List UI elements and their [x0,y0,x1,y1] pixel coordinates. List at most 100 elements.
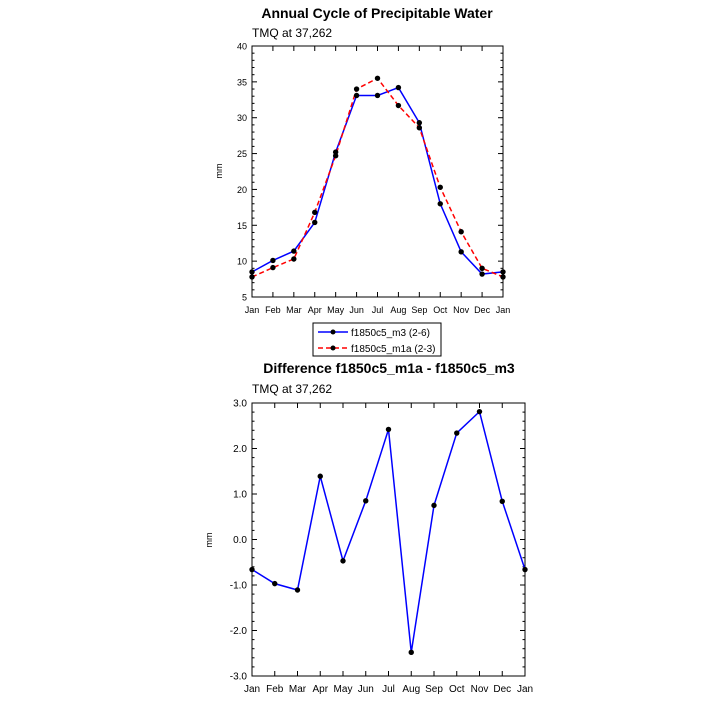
bottom-series-0-point [317,473,323,479]
top-series-1-point [353,86,360,92]
legend-marker-m3 [330,329,336,335]
top-y-tick-label: 20 [237,185,247,195]
bottom-y-tick-label: 3.0 [233,399,247,410]
top-series-1-point [416,125,423,131]
top-y-tick-label: 5 [242,293,247,303]
top-series-0-point [312,219,318,226]
bottom-y-tick-label: -1.0 [230,581,248,592]
top-x-tick-label: Apr [308,305,322,315]
bottom-x-tick-label: Dec [493,684,511,695]
bottom-series-0-point [385,426,392,433]
top-y-tick-label: 35 [237,77,247,87]
top-series-0-point [374,92,381,99]
bottom-x-tick-label: Sep [425,684,443,695]
top-series-0-point [270,257,276,264]
top-series-1-point [291,256,297,262]
top-series-0-point [479,271,485,277]
top-series-1-point [479,265,485,272]
top-x-tick-label: Mar [286,305,302,315]
bottom-y-tick-label: -2.0 [230,626,248,637]
bottom-x-tick-label: Jan [244,684,260,695]
bottom-series-0-point [431,502,437,509]
bottom-x-tick-label: Jul [382,684,395,695]
top-x-tick-label: Dec [474,305,491,315]
bottom-plot-frame [251,402,526,677]
top-x-tick-label: Jan [245,305,260,315]
top-series-line-0 [251,86,504,275]
legend: f1850c5_m3 (2-6) f1850c5_m1a (2-3) [312,322,442,357]
legend-label-m3: f1850c5_m3 (2-6) [351,328,430,339]
top-series-group [249,75,506,280]
bottom-chart-title: Difference f1850c5_m1a - f1850c5_m3 [263,360,515,376]
top-x-tick-label: Jul [372,305,384,315]
top-series-0-point [458,249,464,255]
top-y-tick-label: 15 [237,221,247,231]
legend-marker-m1a [330,345,336,351]
top-series-1-point [249,274,255,280]
top-x-tick-label: Jun [349,305,364,315]
bottom-x-tick-label: May [334,684,353,695]
top-axes: Jan Feb Mar Apr May Jun Jul Aug Sep Oct Nov Dec Jan 5… [237,42,510,316]
top-series-1-point [270,264,276,271]
top-series-1-point [458,229,464,235]
bottom-x-tick-label: Apr [312,684,328,695]
bottom-y-tick-label: 1.0 [233,490,247,501]
top-series-0-point [437,201,443,207]
bottom-y-axis-label: mm [204,533,214,548]
top-chart-title: Annual Cycle of Precipitable Water [261,5,493,21]
bottom-series-0-point [408,649,414,656]
top-plot-frame [251,45,504,298]
top-series-0-point [291,248,297,254]
bottom-y-tick-label: 0.0 [233,535,247,546]
bottom-series-0-point [476,408,483,415]
top-x-tick-label: Aug [390,305,406,315]
top-series-0-point [500,269,506,275]
bottom-series-0-point [340,558,346,564]
top-series-0-point [353,92,360,99]
top-y-tick-label: 10 [237,257,247,267]
top-series-line-1 [251,77,504,278]
bottom-series-0-point [522,566,528,573]
bottom-series-0-point [249,566,255,573]
top-series-1-point [500,274,506,280]
top-series-1-point [437,184,443,190]
top-x-tick-label: Nov [453,305,470,315]
top-y-tick-label: 40 [237,42,247,52]
bottom-series-0-point [499,498,505,504]
top-x-tick-label: Sep [411,305,427,315]
bottom-x-tick-label: Aug [402,684,420,695]
bottom-x-tick-label: Mar [289,684,307,695]
bottom-x-tick-label: Jan [517,684,533,695]
bottom-y-tick-label: 2.0 [233,444,247,455]
bottom-x-tick-label: Feb [266,684,284,695]
top-series-1-point [374,75,381,81]
legend-label-m1a: f1850c5_m1a (2-3) [351,344,436,355]
top-x-tick-label: Feb [265,305,281,315]
top-y-tick-label: 25 [237,149,247,159]
bottom-x-tick-label: Jun [358,684,374,695]
legend-box [312,322,442,357]
top-chart-subtitle: TMQ at 37,262 [252,26,332,40]
top-series-1-point [312,209,318,216]
top-series-0-point [416,120,423,126]
top-x-tick-label: Jan [496,305,511,315]
bottom-series-line-0 [251,410,526,653]
bottom-series-0-point [272,580,278,587]
bottom-x-tick-label: Nov [471,684,489,695]
top-series-0-point [395,84,402,91]
bottom-axes: Jan Feb Mar Apr May Jun Jul Aug Sep Oct Nov Dec Jan-… [230,399,533,696]
top-panel: Annual Cycle of Precipitable Water TMQ a… [214,5,510,315]
top-y-tick-label: 30 [237,113,247,123]
top-x-tick-label: May [327,305,345,315]
bottom-x-tick-label: Oct [449,684,465,695]
bottom-series-group [249,408,528,656]
bottom-series-0-point [454,430,460,436]
top-series-1-point [395,102,402,109]
bottom-y-tick-label: -3.0 [230,672,248,683]
bottom-series-0-point [363,498,369,504]
top-y-axis-label: mm [214,164,224,179]
top-series-0-point [249,269,255,275]
top-x-tick-label: Oct [433,305,448,315]
bottom-series-0-point [294,587,301,593]
